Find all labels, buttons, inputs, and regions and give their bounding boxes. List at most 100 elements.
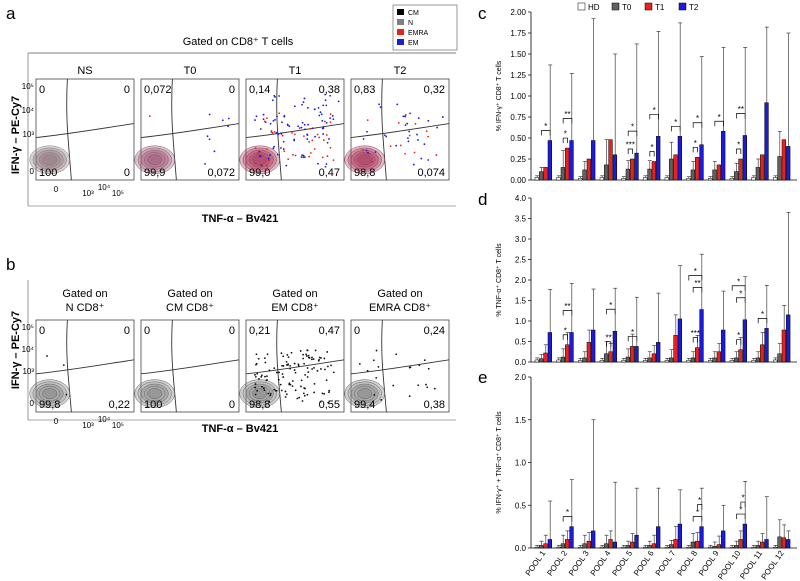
event-dot [326,155,329,158]
b-x-tick-label: 10³ [82,421,94,430]
event-dot [427,119,430,122]
significance-bracket: * [692,508,703,522]
event-dot [322,133,325,135]
bar-t1 [543,352,548,363]
y-tick-label: 2.0 [515,373,527,382]
event-dot [306,367,309,369]
bracket-line [606,341,612,347]
bar-t0 [755,167,760,181]
density-contour [357,154,373,166]
significance-bracket: * [671,118,681,132]
event-dot [323,393,326,395]
event-dot [303,97,306,100]
plot-frame [350,319,450,413]
density-contour [29,145,70,175]
quadrant-gate-horizontal [140,123,240,138]
event-dot [325,104,328,107]
significance-label: * [718,113,721,122]
significance-label: ** [564,110,570,119]
y-axis-label: % IFN-γ⁺ + TNF-α⁺ CD8⁺ T cells [496,411,503,514]
significance-label: * [737,141,740,150]
b-y-tick-label: 10⁴ [22,345,35,354]
bar-t1 [738,349,743,363]
event-dot [266,164,268,167]
quadrant-gate-horizontal [35,359,135,375]
bar-hd [686,360,691,363]
bar-t1 [630,541,635,549]
bar-t0 [539,171,544,181]
event-dot [260,376,263,378]
y-tick-label: 0.0 [515,544,527,553]
bracket-line [562,118,573,124]
significance-label: * [609,301,612,310]
event-dot [65,393,68,396]
event-dot [412,163,415,166]
significance-label: * [696,508,699,517]
category-label: POOL 8 [675,549,699,578]
bar-t0 [777,353,782,363]
bar-hd [534,359,539,363]
event-dot [404,152,406,155]
bar-t1 [781,329,786,363]
event-dot [294,389,297,392]
significance-label: ** [564,302,570,311]
significance-bracket: * [562,326,568,340]
quadrant-value-ul: 0 [39,84,45,96]
bar-t0 [669,544,674,549]
panel-label-a: a [6,4,16,23]
bar-hd [664,546,669,549]
bracket-line [692,287,703,293]
event-dot [372,359,375,362]
bar-t0 [647,168,652,181]
significance-label: * [674,118,677,127]
density-contour [134,145,175,175]
significance-bracket: * [692,114,703,128]
event-dot [279,383,282,386]
event-dot [321,392,324,395]
bar-hd [556,546,561,549]
event-dot [420,157,423,160]
event-dot [328,138,330,140]
bar-t0 [755,545,760,549]
event-dot [298,396,301,399]
event-dot [328,389,331,392]
significance-bracket: ** [606,333,612,347]
event-dot [312,358,315,360]
quadrant-value-ll: 98,8 [354,167,375,179]
bar-t1 [608,539,613,549]
bar-charts: 0.00 0.25 0.50 0.75 1.00 1.25 1.50 1.75 2.00 % IF… [496,2,797,581]
bar-t1 [586,158,591,181]
significance-bracket: * [627,123,638,137]
quadrant-value-ul: 0 [39,325,45,337]
event-dot [427,367,430,370]
event-dot [404,124,407,126]
bar-t2 [634,346,639,363]
event-dot [329,146,332,149]
legend-label-cm: CM [408,10,419,17]
legend-label-hd: HD [588,3,600,12]
event-dot [362,138,365,140]
event-dot [383,134,386,137]
event-dot [380,398,383,401]
b-facs-plot-3: 0,21 0,47 98,8 0,55 [239,319,345,413]
density-contour [252,388,268,400]
y-tick-label: 1.5 [515,297,527,306]
event-dot [285,393,288,396]
event-dot [62,364,65,367]
bar-t0 [582,543,587,549]
density-contour [140,383,169,404]
event-dot [313,366,315,369]
event-dot [302,156,305,158]
event-dot [325,379,328,382]
bar-t0 [625,356,630,363]
event-dot [263,120,266,123]
b-plot-title-line2: EMRA CD8⁺ [369,302,431,314]
category-label: POOL 12 [759,549,786,581]
bar-hd [534,177,539,181]
significance-bracket: * [562,508,573,522]
event-dot [307,371,310,374]
event-dot [326,351,329,353]
event-dot [256,372,259,375]
legend-label-t2: T2 [689,3,699,12]
a-x-axis-label: TNF-α – Bv421 [202,213,278,225]
